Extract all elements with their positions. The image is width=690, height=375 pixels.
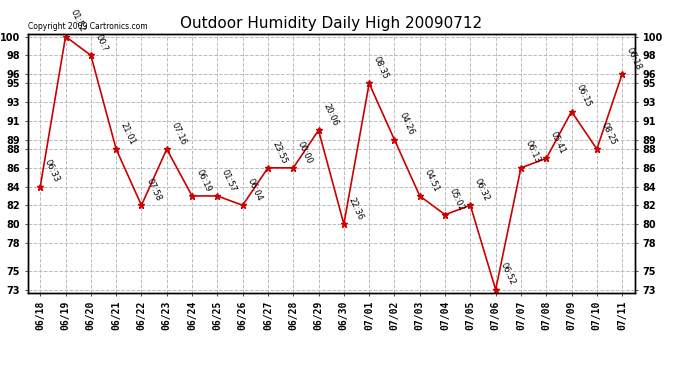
Title: Outdoor Humidity Daily High 20090712: Outdoor Humidity Daily High 20090712 — [180, 16, 482, 31]
Text: 04:51: 04:51 — [422, 168, 441, 193]
Text: Copyright 2009 Cartronics.com: Copyright 2009 Cartronics.com — [28, 22, 147, 31]
Text: 06:04: 06:04 — [246, 177, 264, 203]
Text: 00:?: 00:? — [94, 33, 109, 53]
Text: 21:01: 21:01 — [119, 121, 137, 146]
Text: 05:41: 05:41 — [549, 130, 567, 156]
Text: 01:57: 01:57 — [220, 168, 238, 193]
Text: 06:18: 06:18 — [625, 46, 643, 71]
Text: 08:35: 08:35 — [372, 55, 391, 81]
Text: 06:13: 06:13 — [524, 140, 542, 165]
Text: 06:19: 06:19 — [195, 168, 213, 193]
Text: 06:32: 06:32 — [473, 177, 491, 203]
Text: 07:58: 07:58 — [144, 177, 163, 203]
Text: 05:02: 05:02 — [448, 187, 466, 212]
Text: 22:36: 22:36 — [346, 196, 365, 221]
Text: 04:26: 04:26 — [397, 111, 415, 137]
Text: 23:55: 23:55 — [270, 140, 289, 165]
Text: 07:16: 07:16 — [170, 121, 188, 146]
Text: 06:15: 06:15 — [574, 83, 593, 109]
Text: 20:06: 20:06 — [322, 102, 339, 128]
Text: 06:33: 06:33 — [43, 158, 61, 184]
Text: 08:25: 08:25 — [600, 121, 618, 146]
Text: 01:52: 01:52 — [68, 9, 86, 34]
Text: 00:00: 00:00 — [296, 140, 314, 165]
Text: 06:52: 06:52 — [498, 261, 517, 287]
